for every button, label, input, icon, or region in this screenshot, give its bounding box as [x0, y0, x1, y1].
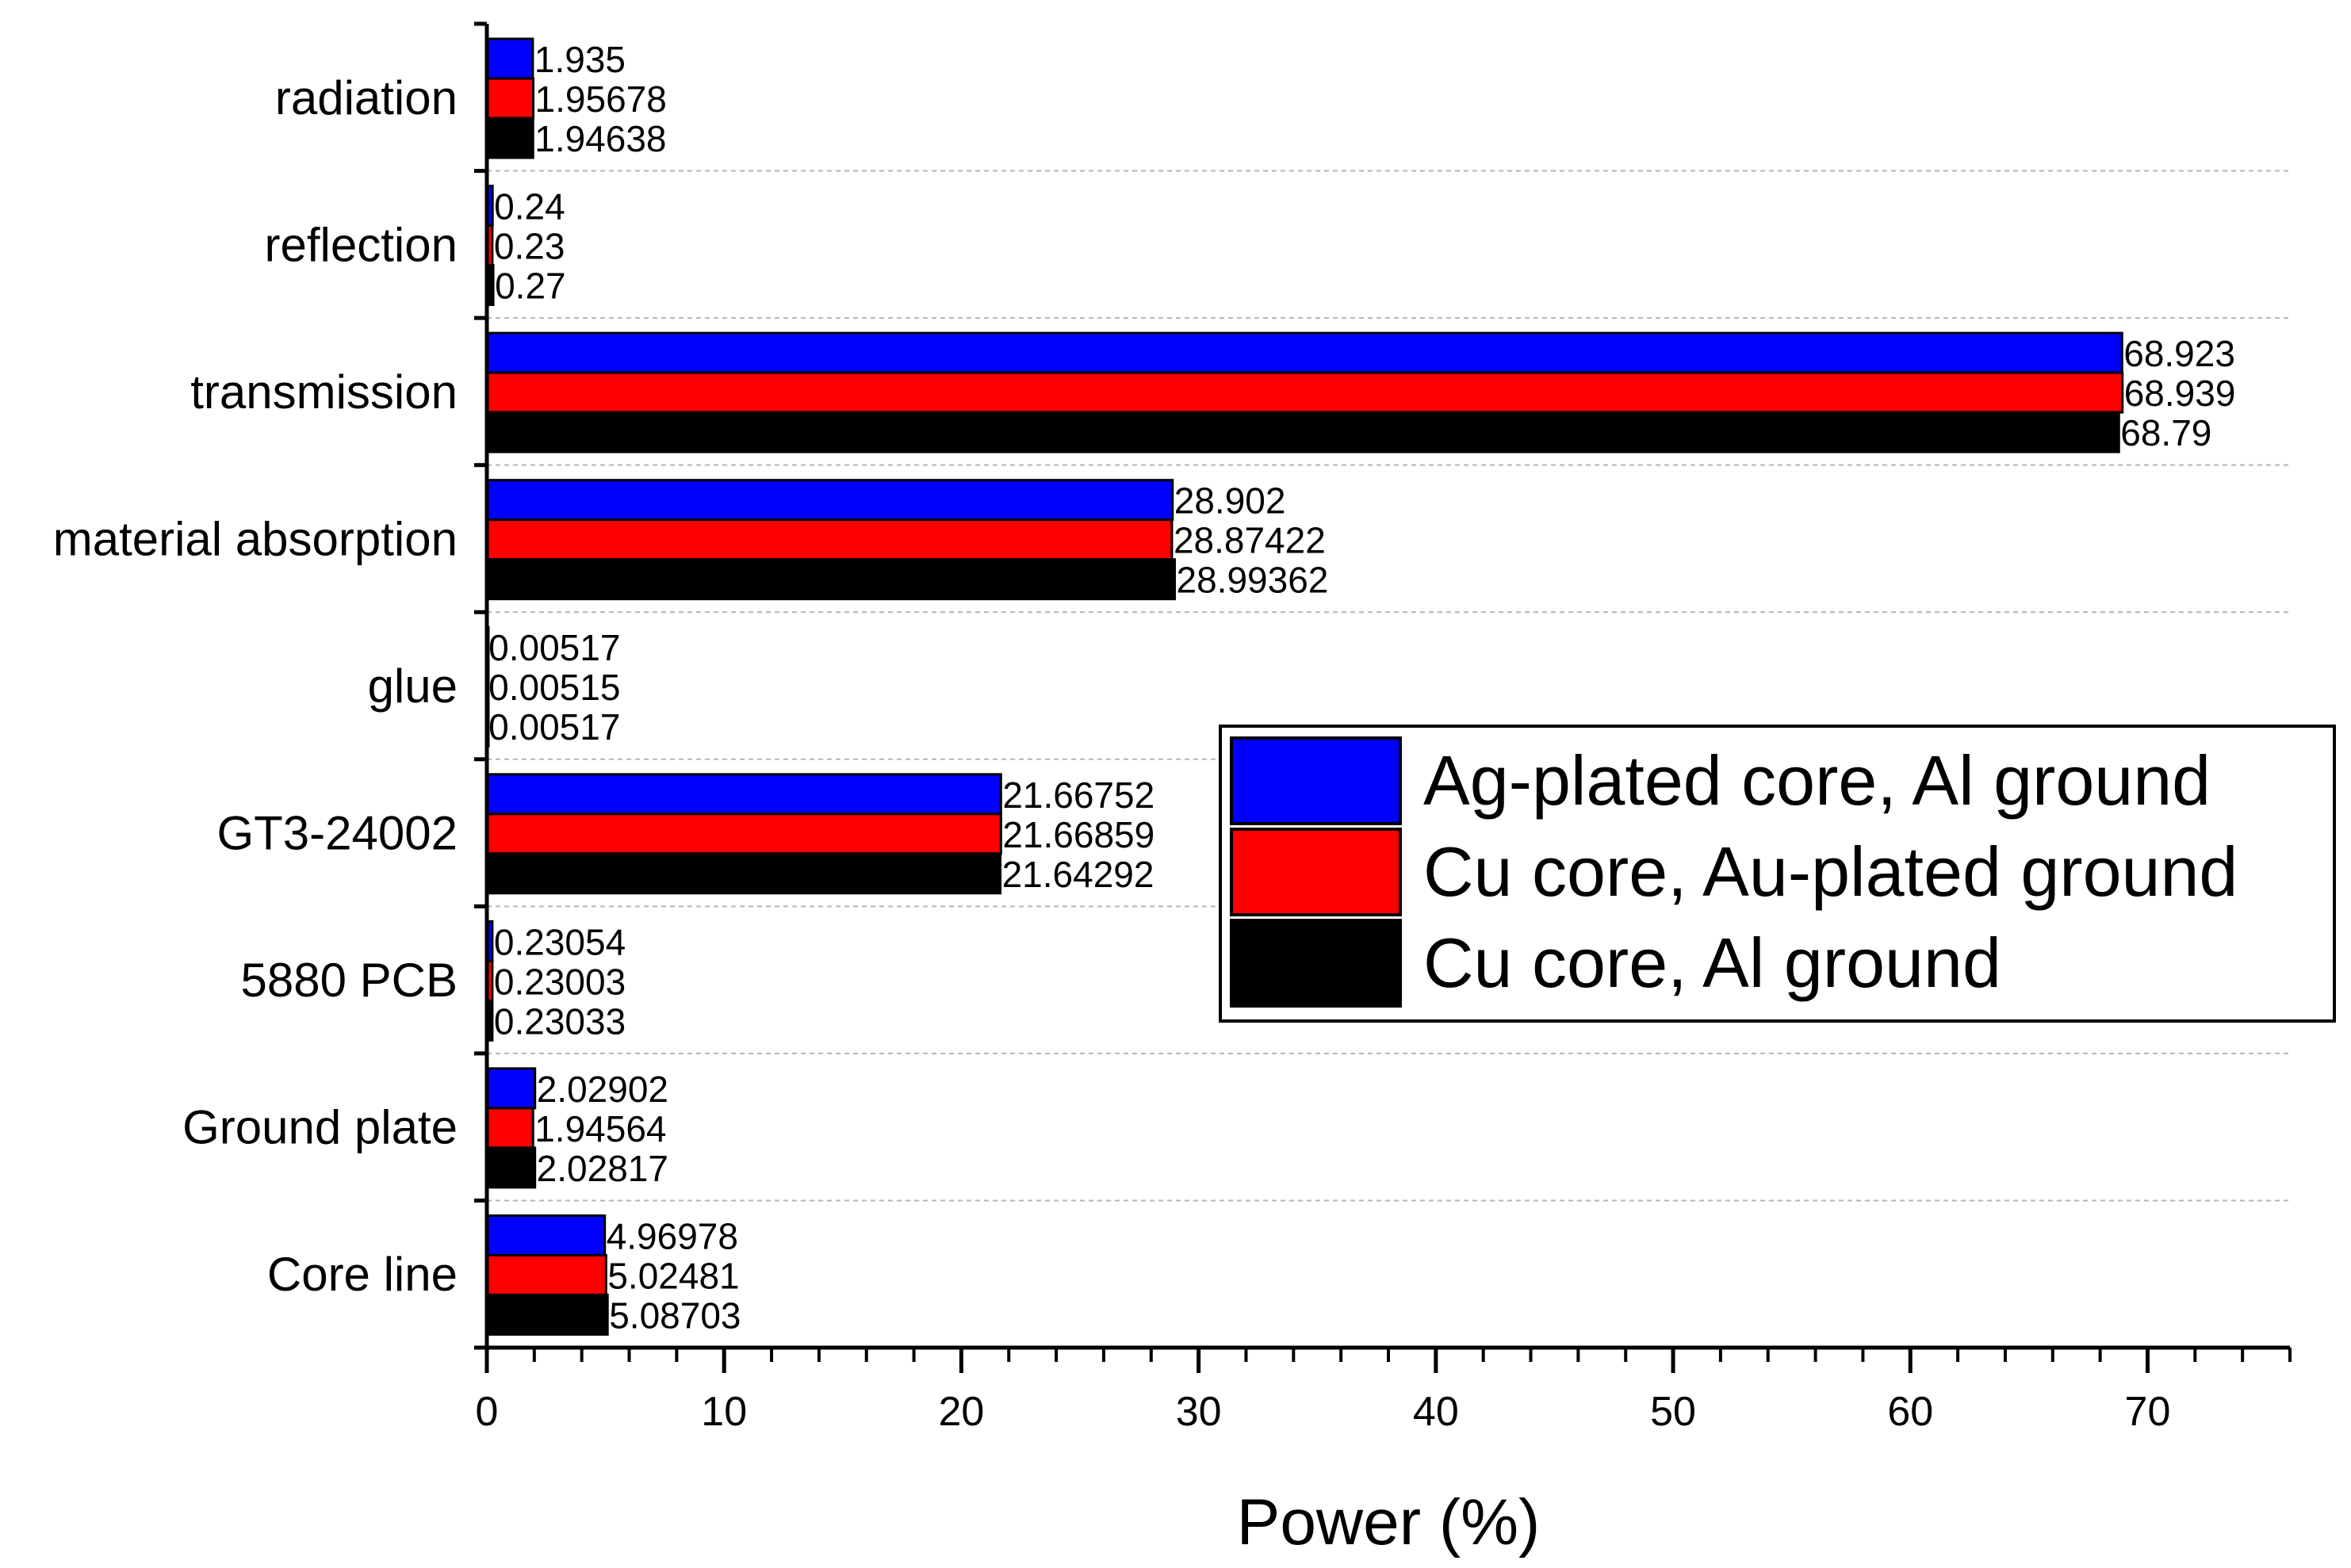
bars [485, 37, 2124, 1336]
value-label-reflection-series-1: 0.24 [494, 186, 565, 228]
bar-radiation-series-2 [485, 77, 535, 120]
x-tick-label-10: 10 [701, 1389, 747, 1435]
x-tick-label-0: 0 [476, 1389, 499, 1435]
category-label-reflection: reflection [265, 218, 458, 271]
legend-label-1: Ag-plated core, Al ground [1423, 741, 2211, 820]
value-label-transmission-series-3: 68.79 [2120, 412, 2211, 453]
category-label-5880-pcb: 5880 PCB [240, 954, 458, 1007]
value-label-core-line-series-3: 5.08703 [609, 1295, 741, 1336]
legend-swatch-3 [1230, 919, 1402, 1008]
x-tick-label-20: 20 [938, 1389, 984, 1435]
bar-radiation-series-1 [485, 37, 534, 80]
bar-transmission-series-1 [485, 331, 2123, 374]
value-label-ground-plate-series-1: 2.02902 [537, 1069, 668, 1110]
value-label-transmission-series-2: 68.939 [2124, 373, 2236, 414]
x-ticks: 0 10 20 30 40 50 60 70 [476, 1348, 2292, 1435]
category-label-transmission: transmission [190, 365, 458, 419]
value-label-gt3-24002-series-1: 21.66752 [1002, 774, 1154, 816]
x-axis-title: Power (%) [1237, 1486, 1541, 1558]
bar-transmission-series-2 [485, 371, 2124, 414]
legend-label-3: Cu core, Al ground [1423, 924, 2001, 1002]
value-label-material-absorption-series-1: 28.902 [1174, 480, 1286, 522]
x-tick-label-50: 50 [1650, 1389, 1696, 1435]
value-label-ground-plate-series-3: 2.02817 [537, 1148, 668, 1189]
legend: Ag-plated core, Al ground Cu core, Au-pla… [1219, 725, 2336, 1023]
bar-radiation-series-3 [485, 117, 534, 159]
axes [484, 24, 2290, 1350]
value-label-core-line-series-2: 5.02481 [607, 1255, 739, 1296]
value-labels: 1.935 0.24 68.923 28.902 0.00517 21.66752 0.23… [488, 39, 2235, 1336]
bar-core-line-series-1 [485, 1214, 607, 1256]
legend-swatch-1 [1230, 736, 1402, 825]
value-label-gt3-24002-series-3: 21.64292 [1002, 854, 1154, 895]
bar-material-absorption-series-1 [485, 479, 1174, 522]
bar-gt3-24002-series-1 [485, 773, 1002, 816]
value-label-material-absorption-series-3: 28.99362 [1177, 560, 1329, 601]
value-label-transmission-series-1: 68.923 [2123, 333, 2235, 374]
value-label-reflection-series-2: 0.23 [494, 226, 565, 267]
bar-gt3-24002-series-3 [485, 852, 1002, 895]
value-label-5880-pcb-series-2: 0.23003 [494, 961, 626, 1002]
category-label-core-line: Core line [267, 1248, 458, 1301]
grid-lines [474, 21, 2290, 1350]
legend-swatch-2 [1230, 828, 1402, 916]
bar-material-absorption-series-3 [485, 558, 1177, 601]
value-label-radiation-series-3: 1.94638 [534, 118, 666, 159]
bar-core-line-series-3 [485, 1293, 609, 1336]
bar-gt3-24002-series-2 [485, 813, 1002, 855]
bar-ground-plate-series-2 [485, 1107, 534, 1149]
x-tick-label-30: 30 [1176, 1389, 1222, 1435]
value-label-ground-plate-series-2: 1.94564 [534, 1108, 666, 1149]
x-tick-label-40: 40 [1413, 1389, 1459, 1435]
value-label-gt3-24002-series-2: 21.66859 [1002, 814, 1154, 855]
category-label-radiation: radiation [275, 71, 458, 124]
legend-box [1219, 725, 2336, 1023]
bar-transmission-series-3 [485, 411, 2120, 453]
category-labels: radiation reflection transmission material … [53, 71, 458, 1301]
x-tick-label-60: 60 [1887, 1389, 1933, 1435]
value-label-5880-pcb-series-1: 0.23054 [494, 921, 626, 962]
value-label-glue-series-2: 0.00515 [488, 667, 620, 708]
value-label-5880-pcb-series-3: 0.23033 [494, 1000, 626, 1042]
category-label-material-absorption: material absorption [53, 512, 458, 565]
value-label-radiation-series-1: 1.935 [534, 39, 626, 80]
value-label-glue-series-1: 0.00517 [488, 627, 620, 668]
bar-core-line-series-2 [485, 1253, 607, 1296]
bar-ground-plate-series-3 [485, 1146, 537, 1189]
value-label-material-absorption-series-2: 28.87422 [1174, 520, 1326, 561]
value-label-radiation-series-2: 1.95678 [535, 78, 667, 120]
bar-ground-plate-series-1 [485, 1067, 537, 1110]
bar-material-absorption-series-2 [485, 518, 1174, 561]
value-label-glue-series-3: 0.00517 [488, 706, 620, 748]
value-label-reflection-series-3: 0.27 [495, 266, 566, 307]
category-label-ground-plate: Ground plate [182, 1101, 458, 1154]
x-tick-label-70: 70 [2125, 1389, 2171, 1435]
legend-label-2: Cu core, Au-plated ground [1423, 832, 2238, 911]
category-label-gt3-24002: GT3-24002 [216, 807, 458, 860]
value-label-core-line-series-1: 4.96978 [607, 1215, 738, 1256]
category-label-glue: glue [368, 660, 458, 713]
